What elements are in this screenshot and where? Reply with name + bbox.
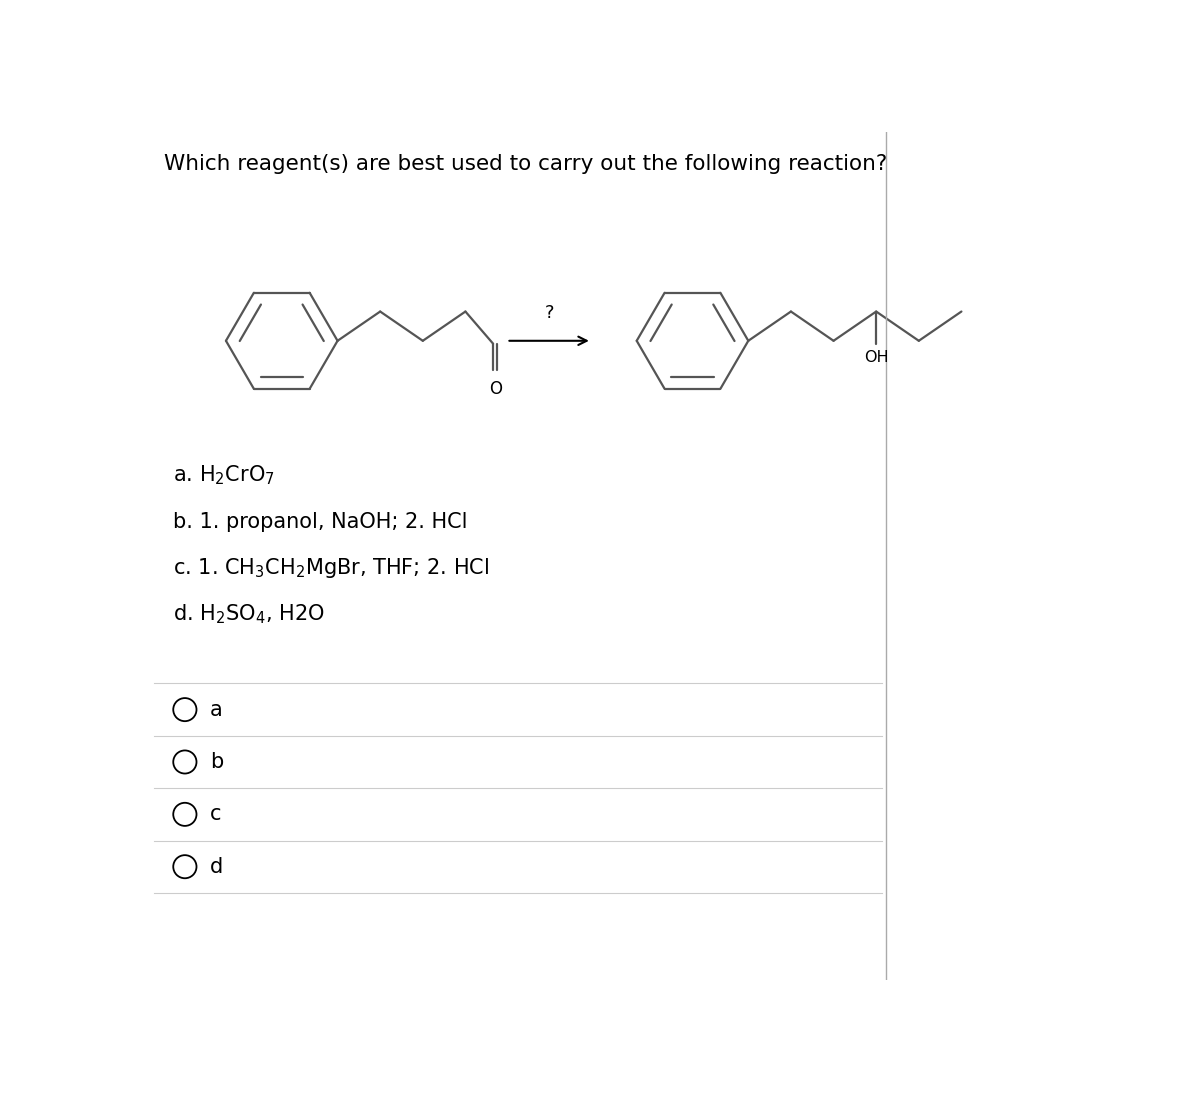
Text: d. H$_2$SO$_4$, H2O: d. H$_2$SO$_4$, H2O — [173, 602, 325, 626]
Text: Which reagent(s) are best used to carry out the following reaction?: Which reagent(s) are best used to carry … — [164, 154, 887, 174]
Text: b. 1. propanol, NaOH; 2. HCl: b. 1. propanol, NaOH; 2. HCl — [173, 512, 468, 532]
Text: c: c — [210, 805, 221, 825]
Text: a. H$_2$CrO$_7$: a. H$_2$CrO$_7$ — [173, 464, 275, 488]
Text: a: a — [210, 699, 222, 720]
Text: OH: OH — [864, 350, 888, 364]
Text: O: O — [488, 380, 502, 399]
Text: d: d — [210, 857, 223, 876]
Text: c. 1. CH$_3$CH$_2$MgBr, THF; 2. HCl: c. 1. CH$_3$CH$_2$MgBr, THF; 2. HCl — [173, 556, 490, 580]
Text: ?: ? — [545, 304, 554, 321]
Text: b: b — [210, 752, 223, 772]
